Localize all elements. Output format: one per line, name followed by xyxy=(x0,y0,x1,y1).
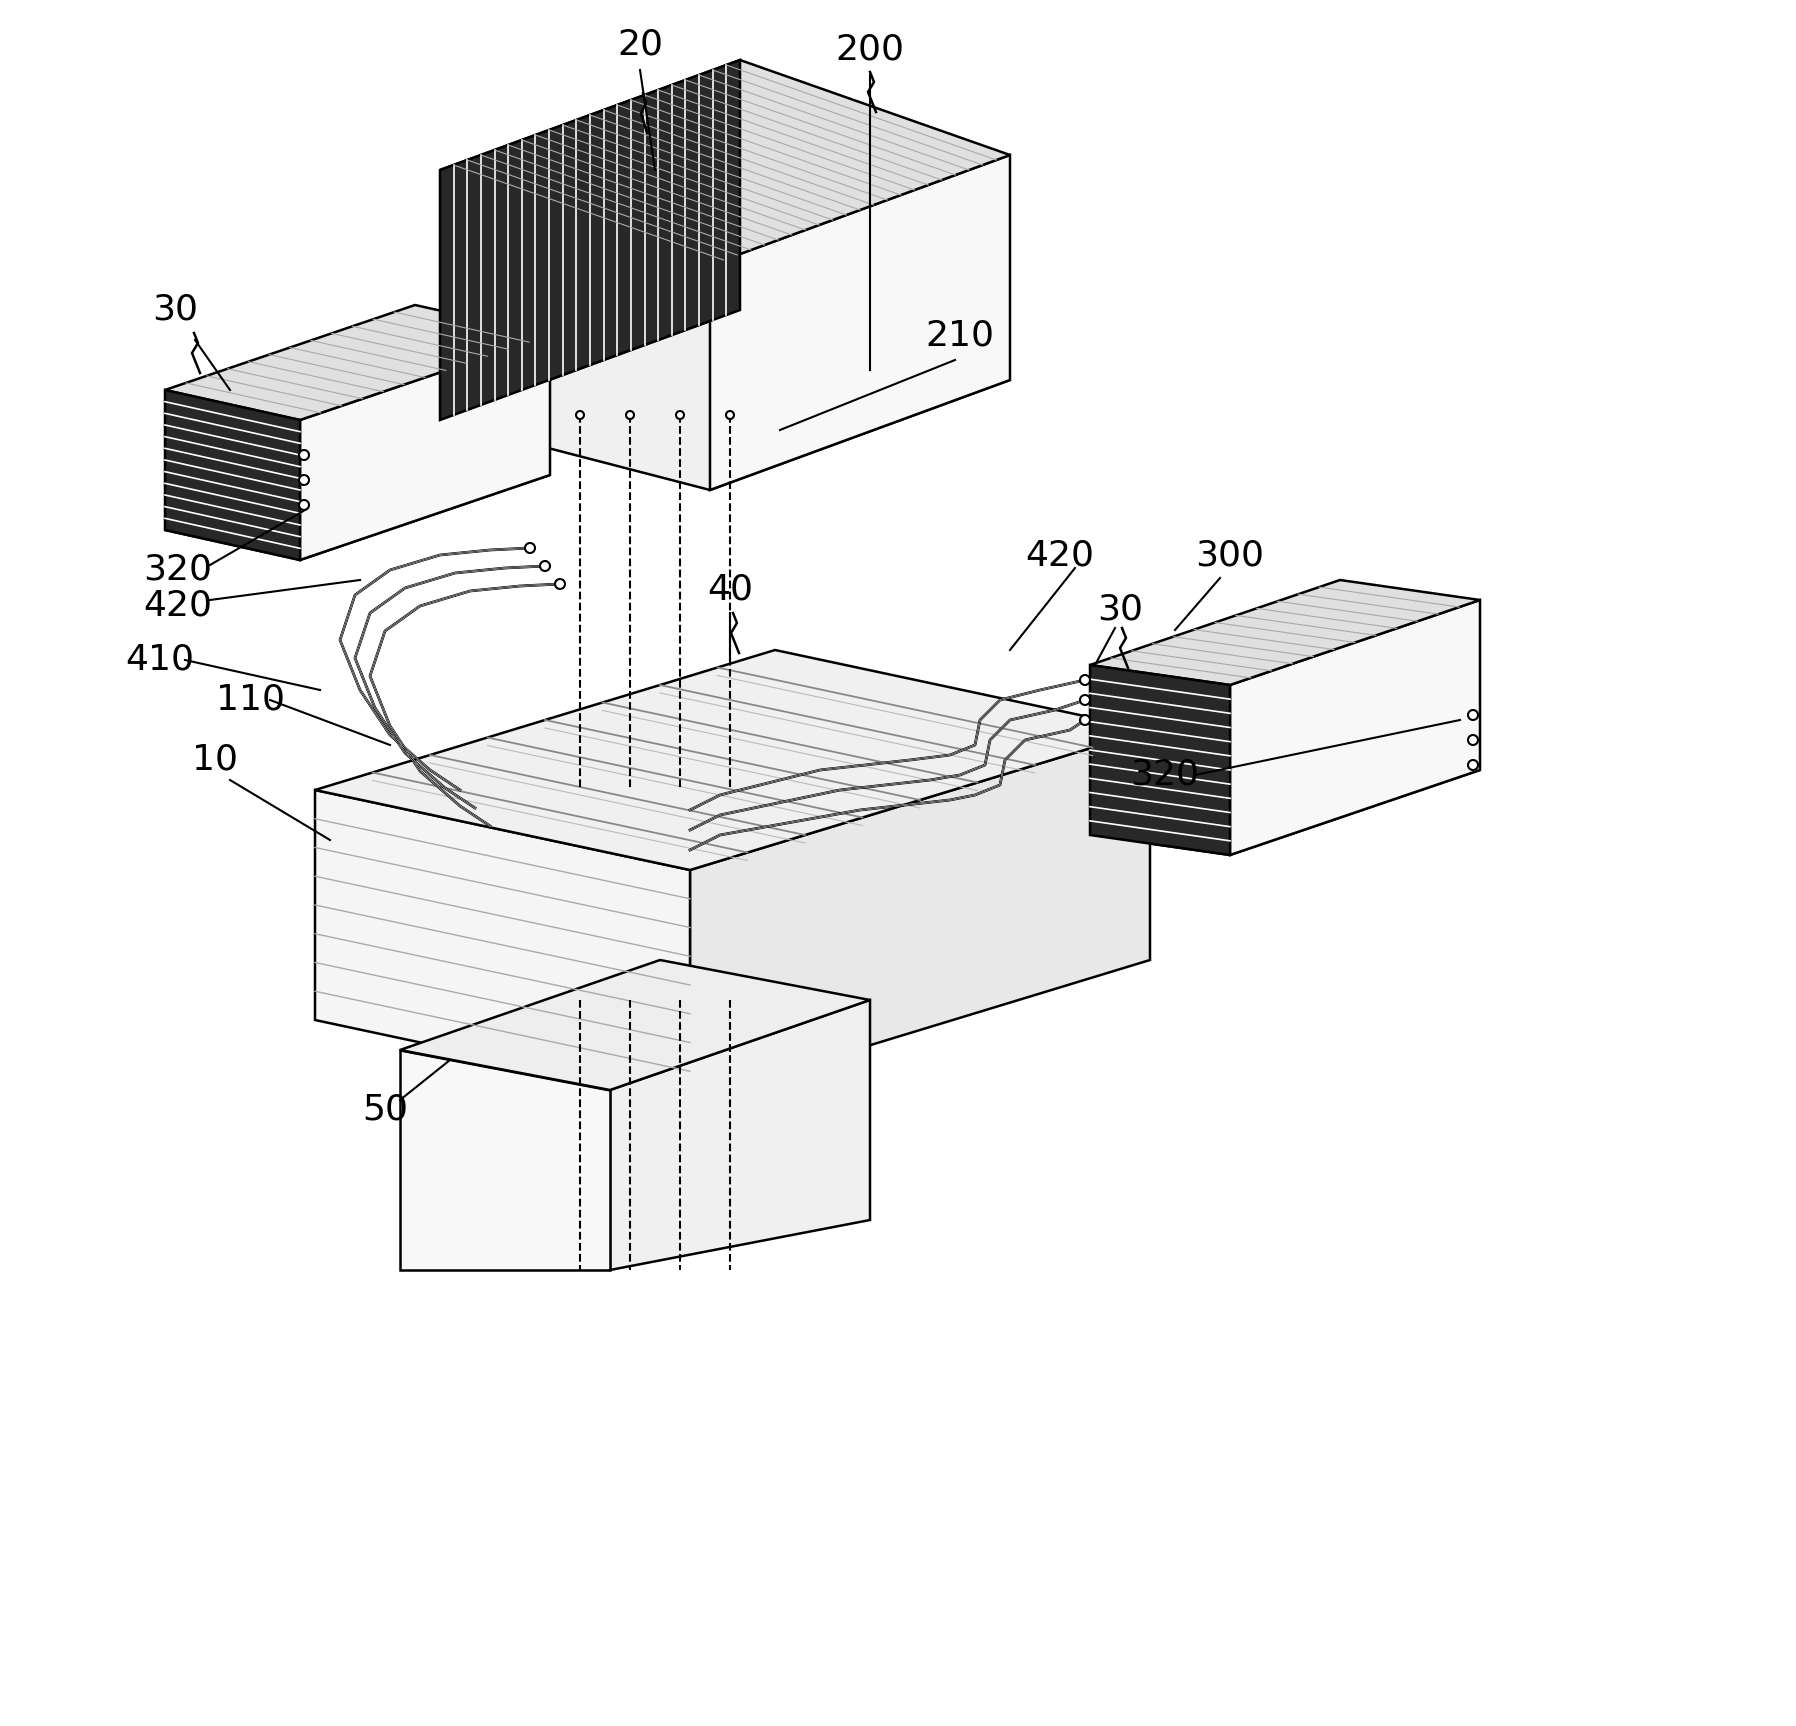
Polygon shape xyxy=(611,999,869,1270)
Text: 10: 10 xyxy=(192,742,239,777)
Circle shape xyxy=(298,475,309,485)
Text: 40: 40 xyxy=(708,573,753,608)
Text: 200: 200 xyxy=(835,33,905,67)
Polygon shape xyxy=(165,390,300,559)
Text: 30: 30 xyxy=(153,293,198,326)
Text: 320: 320 xyxy=(1130,758,1200,792)
Circle shape xyxy=(627,411,634,419)
Circle shape xyxy=(1079,675,1090,685)
Text: 210: 210 xyxy=(925,318,995,352)
Circle shape xyxy=(1079,715,1090,725)
Circle shape xyxy=(1467,709,1478,720)
Polygon shape xyxy=(440,60,740,419)
Polygon shape xyxy=(440,60,1009,266)
Circle shape xyxy=(675,411,684,419)
Circle shape xyxy=(298,450,309,461)
Circle shape xyxy=(298,501,309,509)
Polygon shape xyxy=(440,311,1009,490)
Polygon shape xyxy=(314,791,690,1099)
Text: 420: 420 xyxy=(1026,539,1094,571)
Polygon shape xyxy=(1230,601,1480,854)
Polygon shape xyxy=(165,306,550,419)
Text: 300: 300 xyxy=(1196,539,1264,571)
Text: 110: 110 xyxy=(216,683,284,716)
Polygon shape xyxy=(401,960,869,1091)
Polygon shape xyxy=(1090,751,1480,854)
Circle shape xyxy=(1467,759,1478,770)
Text: 50: 50 xyxy=(363,1093,408,1127)
Text: 20: 20 xyxy=(618,28,663,62)
Polygon shape xyxy=(165,445,550,559)
Circle shape xyxy=(555,578,566,589)
Polygon shape xyxy=(300,335,550,559)
Circle shape xyxy=(1079,696,1090,704)
Polygon shape xyxy=(709,155,1009,490)
Text: 420: 420 xyxy=(144,589,212,621)
Text: 410: 410 xyxy=(126,644,194,677)
Polygon shape xyxy=(690,730,1149,1099)
Circle shape xyxy=(577,411,584,419)
Text: 320: 320 xyxy=(144,552,212,587)
Polygon shape xyxy=(1090,665,1230,854)
Circle shape xyxy=(1467,735,1478,746)
Polygon shape xyxy=(401,1049,611,1270)
Circle shape xyxy=(541,561,550,571)
Polygon shape xyxy=(1090,580,1480,685)
Circle shape xyxy=(726,411,735,419)
Circle shape xyxy=(524,544,535,552)
Text: 30: 30 xyxy=(1097,594,1142,627)
Polygon shape xyxy=(314,651,1149,870)
